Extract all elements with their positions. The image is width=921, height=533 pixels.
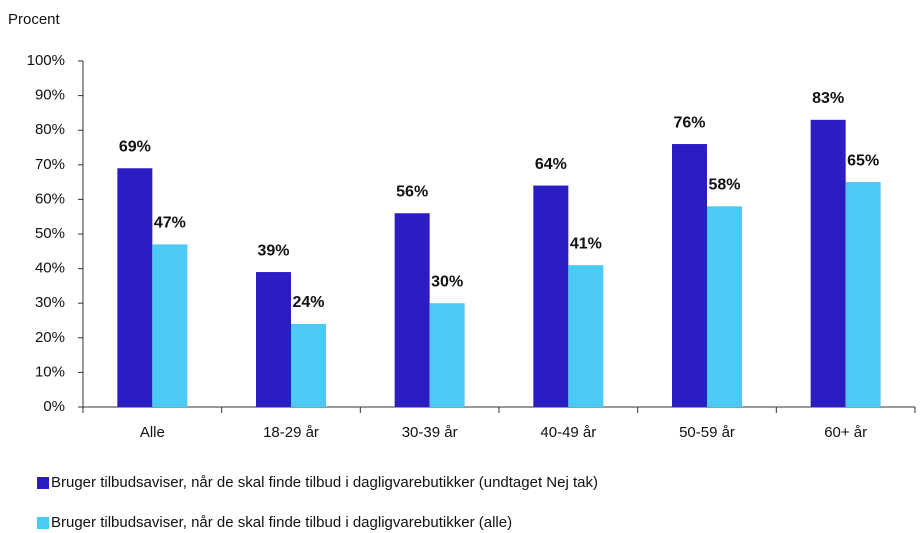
x-tick-label: Alle xyxy=(140,424,165,441)
x-tick-label: 18-29 år xyxy=(263,424,319,441)
value-label: 69% xyxy=(119,138,151,155)
bar xyxy=(672,144,707,408)
value-label: 41% xyxy=(570,235,602,252)
bar xyxy=(533,185,569,407)
y-tick-label: 0% xyxy=(43,398,65,415)
y-tick-label: 90% xyxy=(35,87,65,104)
bar xyxy=(429,303,465,407)
y-tick-label: 80% xyxy=(35,121,65,138)
y-tick-label: 20% xyxy=(35,329,65,346)
value-label: 76% xyxy=(673,114,705,131)
value-label: 24% xyxy=(292,294,324,311)
x-tick-label: 40-49 år xyxy=(540,424,596,441)
value-label: 56% xyxy=(396,183,428,200)
value-label: 65% xyxy=(847,152,879,169)
value-label: 39% xyxy=(257,242,289,259)
y-tick-label: 60% xyxy=(35,190,65,207)
x-tick-label: 50-59 år xyxy=(679,424,735,441)
y-tick-label: 40% xyxy=(35,260,65,277)
value-label: 83% xyxy=(812,90,844,107)
legend-swatch xyxy=(37,477,49,489)
x-tick-label: 30-39 år xyxy=(402,424,458,441)
y-tick-label: 70% xyxy=(35,156,65,173)
y-tick-label: 100% xyxy=(27,52,65,69)
y-tick-label: 50% xyxy=(35,225,65,242)
bar xyxy=(707,206,742,407)
bar xyxy=(810,119,846,407)
bar xyxy=(152,244,188,407)
bar xyxy=(291,323,326,407)
bar xyxy=(845,182,881,407)
legend-label: Bruger tilbudsaviser, når de skal finde … xyxy=(51,514,512,531)
value-label: 58% xyxy=(708,177,740,194)
x-tick-label: 60+ år xyxy=(824,424,867,441)
legend-label: Bruger tilbudsaviser, når de skal finde … xyxy=(51,474,598,491)
value-label: 64% xyxy=(535,156,567,173)
bar xyxy=(256,272,291,407)
bar xyxy=(394,213,430,407)
value-label: 47% xyxy=(154,215,186,232)
legend-swatch xyxy=(37,517,49,529)
bar xyxy=(117,168,153,407)
y-tick-label: 10% xyxy=(35,363,65,380)
y-axis-label: Procent xyxy=(8,11,61,28)
value-label: 30% xyxy=(431,273,463,290)
y-tick-label: 30% xyxy=(35,294,65,311)
bar xyxy=(568,265,604,407)
